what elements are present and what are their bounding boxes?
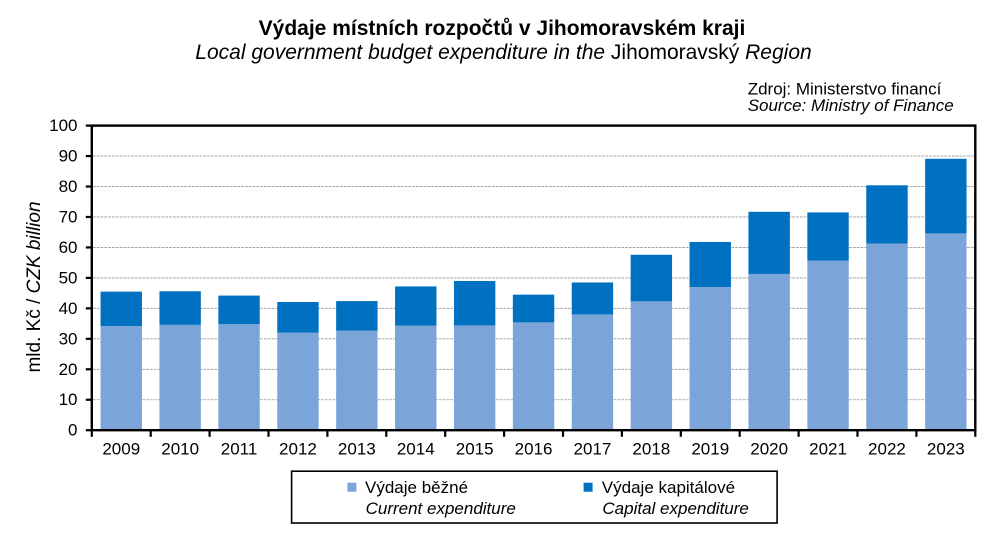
svg-text:60: 60 <box>59 238 78 257</box>
svg-text:Local government budget expend: Local government budget expenditure in t… <box>195 41 811 64</box>
svg-text:Zdroj: Ministerstvo financí: Zdroj: Ministerstvo financí <box>748 79 942 98</box>
svg-text:Výdaje běžné: Výdaje běžné <box>365 478 468 497</box>
svg-text:2009: 2009 <box>102 440 140 459</box>
svg-text:90: 90 <box>59 147 78 166</box>
svg-text:Source: Ministry of Finance: Source: Ministry of Finance <box>748 96 954 115</box>
svg-text:2010: 2010 <box>161 440 199 459</box>
svg-text:20: 20 <box>59 360 78 379</box>
svg-text:Current expenditure: Current expenditure <box>366 499 516 518</box>
svg-text:2014: 2014 <box>397 440 435 459</box>
svg-text:0: 0 <box>68 421 77 440</box>
svg-text:2022: 2022 <box>868 440 906 459</box>
svg-text:2020: 2020 <box>750 440 788 459</box>
svg-text:2011: 2011 <box>221 440 258 459</box>
svg-text:2018: 2018 <box>632 440 670 459</box>
svg-text:Výdaje kapitálové: Výdaje kapitálové <box>602 478 735 497</box>
svg-text:2021: 2021 <box>809 440 847 459</box>
svg-text:2017: 2017 <box>574 440 612 459</box>
svg-text:2016: 2016 <box>515 440 553 459</box>
svg-text:10: 10 <box>59 390 78 409</box>
svg-text:40: 40 <box>59 299 78 318</box>
svg-text:Capital expenditure: Capital expenditure <box>602 499 748 518</box>
svg-text:80: 80 <box>59 177 78 196</box>
svg-text:2019: 2019 <box>691 440 729 459</box>
svg-text:50: 50 <box>59 268 78 287</box>
svg-text:2012: 2012 <box>279 440 317 459</box>
svg-text:30: 30 <box>59 329 78 348</box>
svg-text:100: 100 <box>49 116 77 135</box>
svg-text:Výdaje místních rozpočtů v Jih: Výdaje místních rozpočtů v Jihomoravském… <box>259 17 746 40</box>
svg-text:mld. Kč / CZK billion: mld. Kč / CZK billion <box>24 201 45 372</box>
svg-text:2023: 2023 <box>927 440 965 459</box>
svg-text:70: 70 <box>59 207 78 226</box>
svg-text:2013: 2013 <box>338 440 376 459</box>
svg-text:2015: 2015 <box>456 440 494 459</box>
